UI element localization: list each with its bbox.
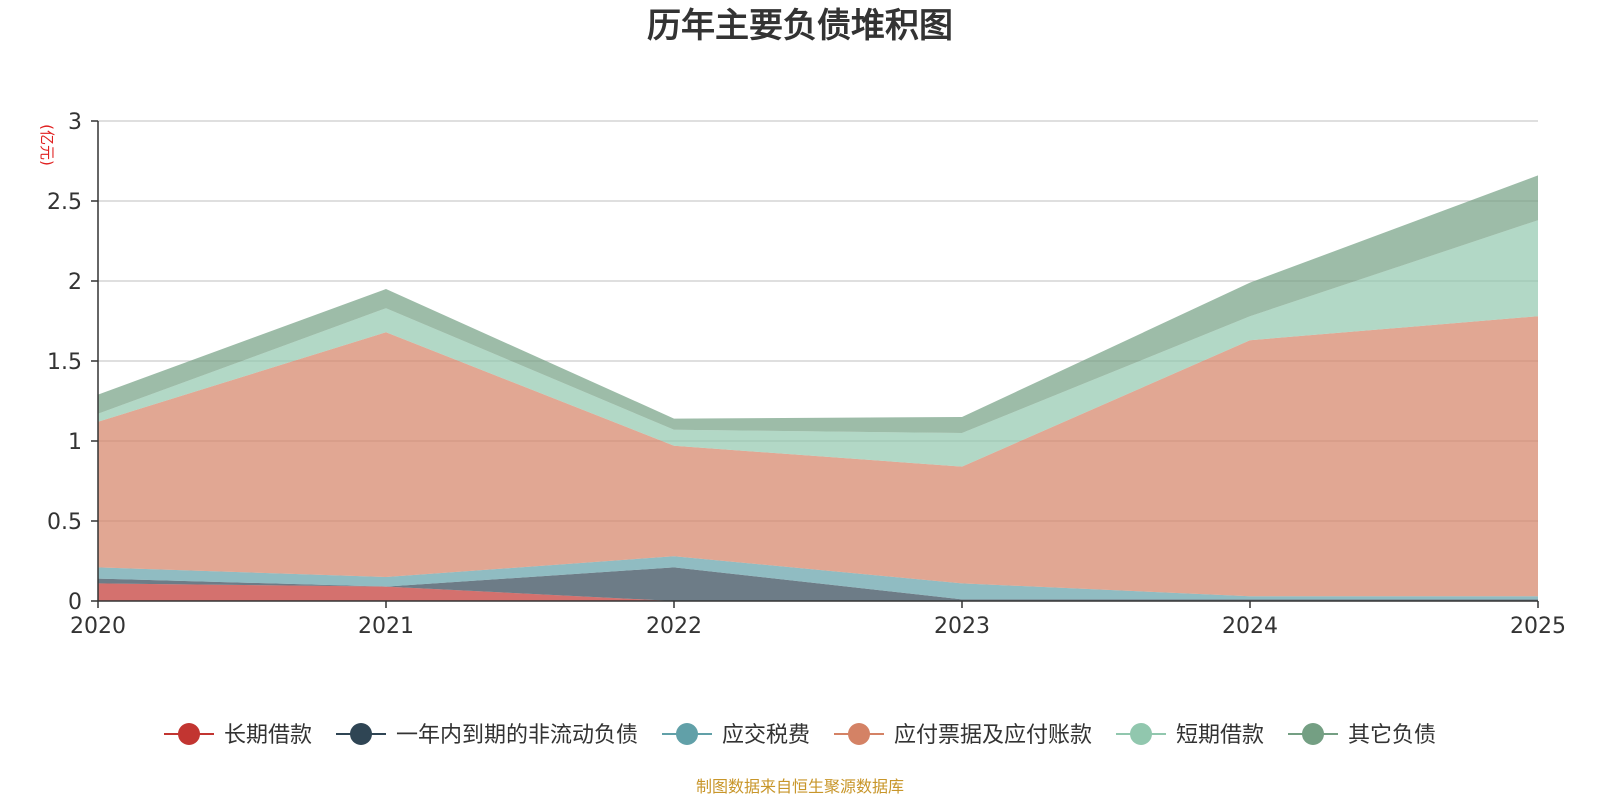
y-tick-label: 2.5 xyxy=(47,190,82,215)
legend-marker xyxy=(178,723,200,745)
legend-item[interactable]: 短期借款 xyxy=(1116,723,1264,748)
legend[interactable]: 长期借款 一年内到期的非流动负债 应交税费 应付票据及应付账款 短期借款 其它负债 xyxy=(164,723,1436,748)
source-note: 制图数据来自恒生聚源数据库 xyxy=(696,777,904,796)
chart-title: 历年主要负债堆积图 xyxy=(647,6,953,46)
area-series[interactable] xyxy=(98,567,1538,601)
y-tick-label: 0.5 xyxy=(47,510,82,535)
y-axis-unit-label: (亿元) xyxy=(38,124,56,166)
legend-marker xyxy=(676,723,698,745)
x-tick-label: 2023 xyxy=(934,614,990,639)
x-tick-label: 2021 xyxy=(358,614,414,639)
legend-item[interactable]: 长期借款 xyxy=(164,723,312,748)
area-series[interactable] xyxy=(98,316,1538,597)
y-tick-label: 0 xyxy=(68,590,82,615)
legend-marker xyxy=(1302,723,1324,745)
legend-item[interactable]: 一年内到期的非流动负债 xyxy=(336,723,638,748)
legend-label: 短期借款 xyxy=(1176,723,1264,748)
legend-marker xyxy=(848,723,870,745)
area-series[interactable] xyxy=(98,556,1538,600)
x-tick-label: 2020 xyxy=(70,614,126,639)
axes: 0 0.5 1 1.5 2 2.5 3 2020 2021 2022 2023 2024 2025 xyxy=(47,110,1566,639)
legend-label: 其它负债 xyxy=(1348,723,1436,748)
area-series[interactable] xyxy=(98,175,1538,433)
x-tick-label: 2025 xyxy=(1510,614,1566,639)
y-tick-label: 1.5 xyxy=(47,350,82,375)
area-series[interactable] xyxy=(98,583,1538,601)
legend-item[interactable]: 应付票据及应付账款 xyxy=(834,723,1092,748)
legend-label: 应交税费 xyxy=(722,723,810,748)
y-tick-label: 2 xyxy=(68,270,82,295)
legend-marker xyxy=(1130,723,1152,745)
x-tick-label: 2024 xyxy=(1222,614,1278,639)
x-tick-label: 2022 xyxy=(646,614,702,639)
legend-label: 应付票据及应付账款 xyxy=(894,723,1092,748)
y-tick-label: 3 xyxy=(68,110,82,135)
y-tick-label: 1 xyxy=(68,430,82,455)
legend-marker xyxy=(350,723,372,745)
legend-item[interactable]: 其它负债 xyxy=(1288,723,1436,748)
legend-item[interactable]: 应交税费 xyxy=(662,723,810,748)
legend-label: 一年内到期的非流动负债 xyxy=(396,723,638,748)
stacked-areas xyxy=(98,175,1538,601)
legend-label: 长期借款 xyxy=(224,723,312,748)
